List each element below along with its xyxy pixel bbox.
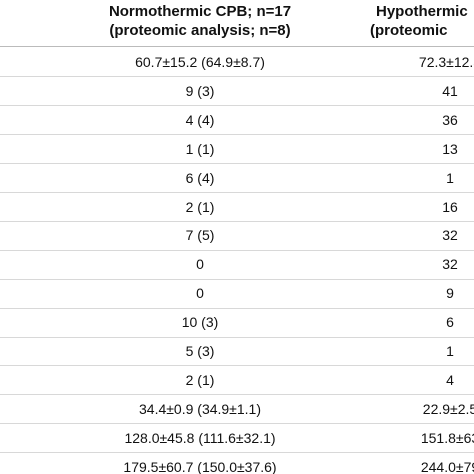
cell: 244.0±79	[420, 458, 474, 474]
cell: 1	[446, 169, 454, 186]
cell: 13	[442, 140, 458, 157]
cell: 5 (3)	[185, 343, 215, 359]
cell: 0	[196, 256, 204, 273]
row-rule	[0, 452, 474, 453]
row-rule	[0, 105, 474, 106]
row-rule	[0, 308, 474, 309]
column-title: Normothermic CPB; n=17	[108, 3, 292, 20]
cell: 41	[442, 82, 458, 99]
row-rule	[0, 279, 474, 280]
column-subtitle: (proteomic analysis; n=8)	[109, 22, 291, 39]
cell: 1	[446, 343, 454, 359]
cell: 36	[442, 111, 458, 128]
row-rule	[0, 221, 474, 222]
cell: 179.5±60.7 (150.0±37.6)	[123, 458, 277, 474]
column-subtitle: (proteomic	[370, 22, 448, 39]
row-rule	[0, 337, 474, 338]
cell: 4	[446, 371, 454, 388]
cell: 2 (1)	[185, 198, 215, 215]
cell: 60.7±15.2 (64.9±8.7)	[135, 54, 265, 70]
cell: 22.9±2.5	[422, 400, 474, 417]
row-rule	[0, 163, 474, 164]
cell: 2 (1)	[185, 371, 215, 388]
cell: 34.4±0.9 (34.9±1.1)	[138, 400, 262, 417]
cell: 9	[446, 285, 454, 302]
column-title: Hypothermic	[376, 3, 468, 20]
cell: 6	[446, 314, 454, 331]
row-rule	[0, 423, 474, 424]
cell: 10 (3)	[181, 314, 219, 331]
row-rule	[0, 134, 474, 135]
cell: 128.0±45.8 (111.6±32.1)	[124, 429, 276, 446]
cell: 72.3±12.5	[418, 54, 474, 70]
cell: 16	[442, 198, 458, 215]
cell: 1 (1)	[185, 140, 215, 157]
row-rule	[0, 76, 474, 77]
header-rule	[0, 46, 474, 47]
row-rule	[0, 192, 474, 193]
row-rule	[0, 394, 474, 395]
cell: 32	[442, 256, 458, 273]
cell: 6 (4)	[185, 169, 215, 186]
cell: 9 (3)	[185, 82, 215, 99]
cell: 4 (4)	[185, 111, 215, 128]
cell: 0	[196, 285, 204, 302]
cell: 32	[442, 227, 458, 244]
row-rule	[0, 365, 474, 366]
row-rule	[0, 250, 474, 251]
cell: 7 (5)	[185, 227, 215, 244]
cell: 151.8±63	[420, 429, 474, 446]
